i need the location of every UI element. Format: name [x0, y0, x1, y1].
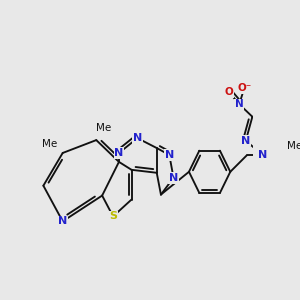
Text: Me: Me: [286, 141, 300, 151]
Text: N: N: [133, 133, 142, 143]
Text: Me: Me: [43, 139, 58, 149]
Text: N: N: [258, 150, 268, 161]
Text: O⁻: O⁻: [237, 83, 251, 93]
Text: S: S: [109, 212, 117, 221]
Text: N: N: [241, 136, 250, 146]
Text: N: N: [169, 173, 178, 183]
Text: N: N: [58, 216, 67, 226]
Text: Me: Me: [96, 123, 111, 133]
Text: N: N: [114, 148, 124, 158]
Text: N: N: [235, 99, 244, 109]
Text: O: O: [225, 87, 234, 98]
Text: N: N: [165, 150, 174, 160]
